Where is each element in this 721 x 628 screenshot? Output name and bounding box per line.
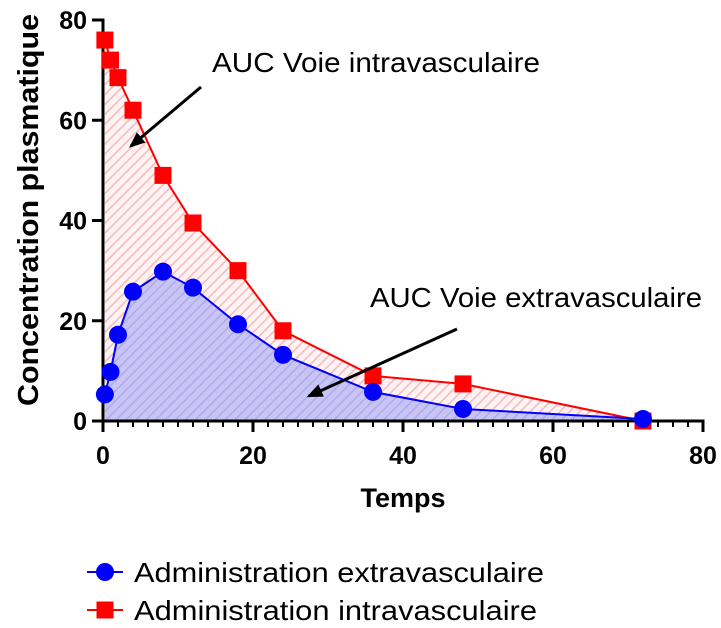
extravascular-point	[454, 399, 472, 418]
intravascular-point	[96, 31, 114, 49]
y-tick-label: 80	[59, 7, 87, 35]
x-tick-label: 60	[539, 442, 567, 470]
y-tick-label: 60	[59, 107, 87, 135]
legend-item-intravascular: Administration intravasculaire	[87, 595, 537, 626]
extravascular-point	[109, 325, 127, 344]
intravascular-point	[274, 322, 292, 340]
y-tick-label: 40	[59, 208, 87, 236]
legend-label: Administration intravasculaire	[134, 595, 537, 626]
y-axis-title: Concentration plasmatique	[13, 14, 45, 406]
extravascular-point	[364, 382, 382, 401]
annotation-label: AUC Voie intravasculaire	[212, 47, 540, 78]
intravascular-point	[109, 69, 127, 87]
extravascular-point	[95, 385, 114, 404]
annotation-label: AUC Voie extravasculaire	[370, 282, 702, 313]
legend: Administration extravasculaire Administra…	[87, 557, 544, 626]
axes: 0 20 40 60 80 0 20 40 60 80	[59, 7, 717, 470]
x-tick-label: 0	[96, 442, 110, 470]
extravascular-point	[124, 282, 142, 301]
x-axis-title: Temps	[360, 483, 445, 513]
annotation-intravascular: AUC Voie intravasculaire	[128, 47, 540, 148]
intravascular-point	[364, 367, 382, 385]
extravascular-point	[101, 362, 120, 381]
x-tick-label: 40	[389, 442, 417, 470]
extravascular-point	[274, 345, 292, 364]
extravascular-point	[229, 315, 247, 334]
legend-marker	[96, 601, 114, 619]
annotation-extravascular: AUC Voie extravasculaire	[306, 282, 702, 398]
intravascular-point	[154, 166, 172, 184]
legend-item-extravascular: Administration extravasculaire	[87, 557, 544, 588]
extravascular-point	[154, 262, 172, 281]
extravascular-auc-area	[104, 271, 643, 421]
y-tick-label: 0	[73, 408, 87, 436]
extravascular-point	[184, 278, 202, 297]
intravascular-point	[454, 375, 472, 393]
legend-marker	[96, 563, 114, 581]
y-tick-label: 20	[59, 308, 87, 336]
legend-label: Administration extravasculaire	[134, 557, 544, 588]
x-tick-label: 20	[239, 442, 267, 470]
intravascular-point	[229, 262, 247, 280]
series-markers	[95, 31, 652, 430]
intravascular-point	[102, 51, 119, 69]
annotation-arrow	[128, 85, 202, 148]
intravascular-point	[124, 101, 142, 119]
x-tick-label: 80	[689, 442, 717, 470]
annotation-arrow	[306, 327, 458, 398]
intravascular-point	[184, 214, 202, 232]
extravascular-point	[634, 409, 652, 428]
